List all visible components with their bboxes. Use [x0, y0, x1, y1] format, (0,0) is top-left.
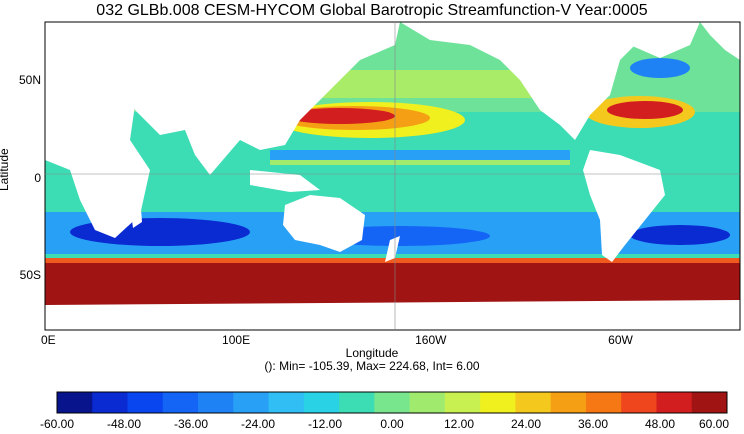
colorbar-tick-label: -36.00 [173, 417, 209, 431]
colorbar-tick-label: 24.00 [510, 417, 542, 431]
colorbar-swatch [339, 392, 375, 413]
colorbar-tick-label: 12.00 [443, 417, 475, 431]
colorbar-swatch [444, 392, 481, 413]
lon-tick-label: 0E [41, 333, 56, 347]
map-frame [44, 21, 741, 331]
colorbar-tick-label: 60.00 [698, 417, 730, 431]
map-field [45, 22, 740, 330]
colorbar-swatch [480, 392, 516, 413]
colorbar [56, 391, 728, 414]
lon-tick-label: 60W [608, 333, 633, 347]
colorbar-swatch [162, 392, 199, 413]
colorbar-swatch [656, 392, 693, 413]
colorbar-swatch [198, 392, 234, 413]
colorbar-swatch [374, 392, 411, 413]
lat-tick-label: 0 [34, 170, 41, 185]
colorbar-tick-label: -60.00 [39, 417, 75, 431]
lat-tick-label: 50N [18, 73, 41, 88]
colorbar-swatch [127, 392, 164, 413]
colorbar-swatch [57, 392, 93, 413]
plot-title: 032 GLBb.008 CESM-HYCOM Global Barotropi… [96, 2, 648, 19]
colorbar-tick-label: -48.00 [106, 417, 142, 431]
colorbar-tick-label: 48.00 [644, 417, 676, 431]
colorbar-swatch [303, 392, 340, 413]
colorbar-swatch [621, 392, 657, 413]
colorbar-swatch [268, 392, 305, 413]
colorbar-tick-label: 36.00 [577, 417, 609, 431]
colorbar-swatch [550, 392, 587, 413]
colorbar-swatch [409, 392, 446, 413]
stats-text: (): Min= -105.39, Max= 224.68, Int= 6.00 [264, 359, 480, 373]
colorbar-swatch [585, 392, 622, 413]
land [45, 22, 740, 330]
colorbar-tick-label: -12.00 [307, 417, 343, 431]
lon-tick-label: 160W [415, 333, 447, 347]
colorbar-swatch [233, 392, 270, 413]
colorbar-tick-label: 0.00 [380, 417, 404, 431]
colorbar-tick-label: -24.00 [240, 417, 276, 431]
colorbar-swatch [92, 392, 129, 413]
colorbar-swatch [515, 392, 552, 413]
lat-tick-label: 50S [19, 268, 41, 283]
x-axis-label: Longitude [345, 346, 399, 360]
colorbar-swatch [691, 392, 728, 413]
lon-tick-label: 100E [222, 333, 251, 347]
colorbar-frame [56, 391, 728, 414]
